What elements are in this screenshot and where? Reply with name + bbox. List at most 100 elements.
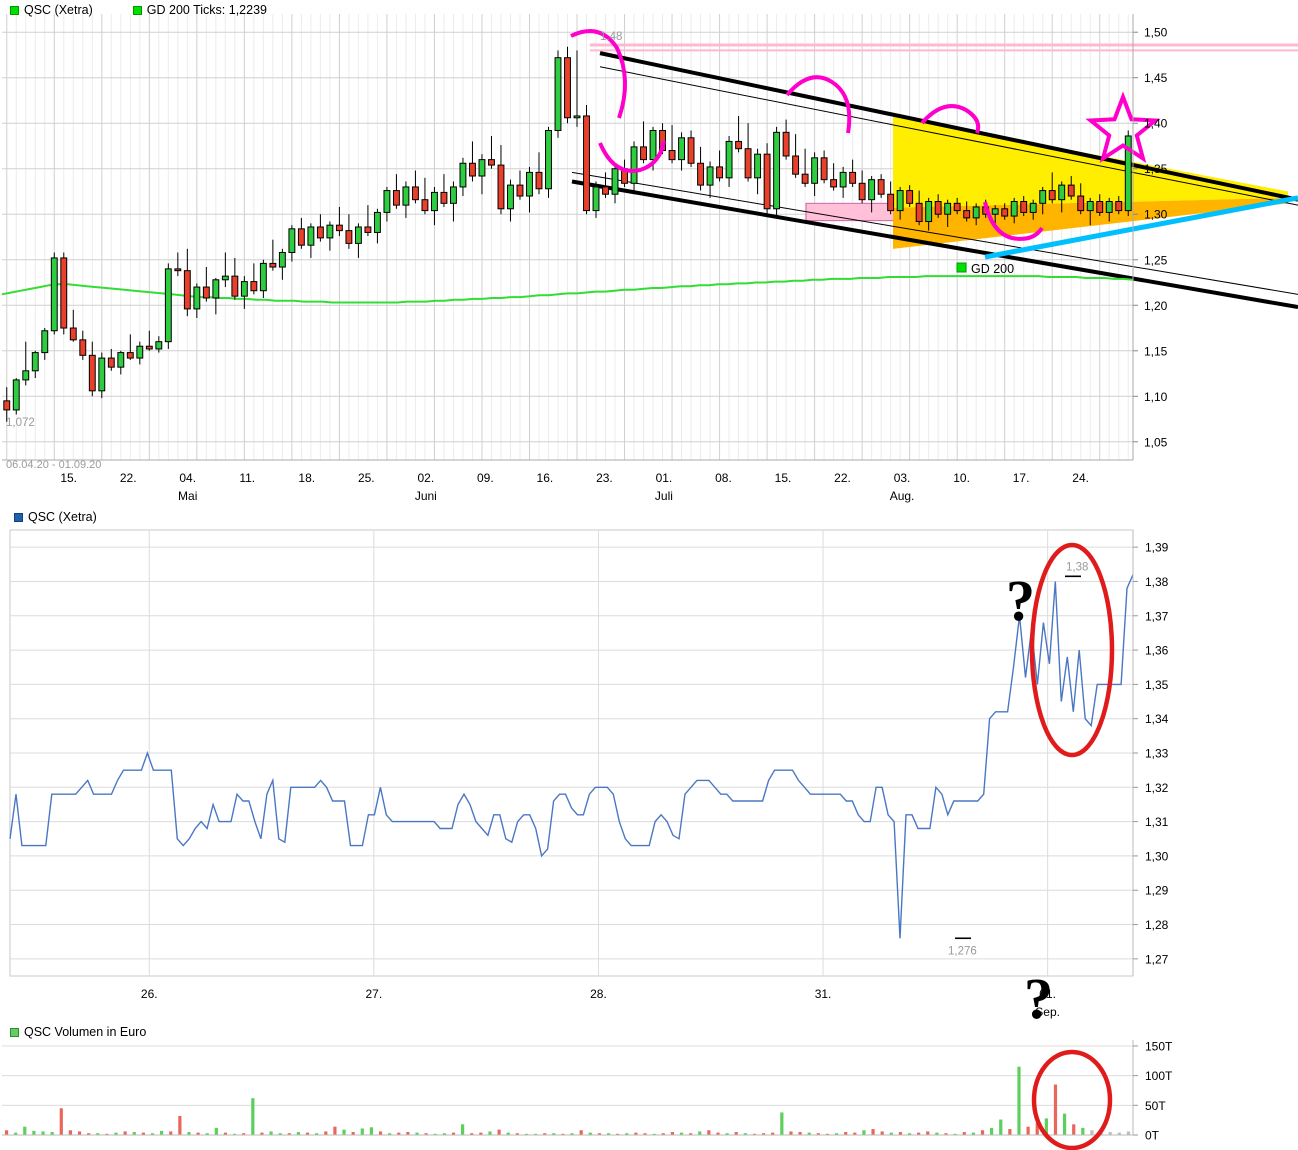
cyan-support-trendline [984,195,1298,260]
volume-bar [844,1132,848,1135]
volume-chart-legend: QSC Volumen in Euro [10,1025,146,1039]
intraday-plot-area[interactable]: ? 1,38 1,276 1,27 1,28 1,29 1,30 1,31 1,32 1,33 1,… [0,508,1298,1031]
volume-bar [324,1131,328,1135]
volume-bar [506,1132,510,1135]
volume-y-tick: 150T [1145,1039,1173,1053]
intraday-x-tick: 31. [815,987,832,1001]
intraday-low-marker: 1,276 [948,937,977,957]
legend-item-gd200[interactable]: GD 200 Ticks: 1,2239 [132,3,267,17]
intraday-y-tick: 1,31 [1145,815,1169,829]
daily-x-tick: 16. [537,471,554,485]
daily-x-tick: 02. [417,471,434,485]
intraday-y-tick: 1,36 [1145,644,1169,658]
volume-bar [798,1132,802,1135]
svg-text:GD 200: GD 200 [971,262,1014,276]
volume-bar [816,1133,820,1135]
daily-x-tick: 08. [715,471,732,485]
red-ellipse-highlight [1029,542,1115,758]
volume-bar [296,1132,301,1135]
volume-bar [406,1132,410,1135]
volume-plot-area[interactable]: 0T 50T 100T 150T [0,1022,1298,1150]
intraday-y-tick: 1,38 [1145,575,1169,589]
volume-bar [451,1132,456,1135]
volume-bar [834,1133,839,1135]
daily-y-tick: 1,45 [1144,71,1168,85]
volume-bar [169,1131,173,1135]
volume-bar [141,1132,145,1135]
volume-bar-series [4,1066,1131,1135]
volume-bar [360,1128,364,1135]
volume-bar [479,1132,483,1135]
volume-bar [762,1133,766,1135]
daily-chart-legend: QSC (Xetra) GD 200 Ticks: 1,2239 [10,3,267,17]
volume-bar [114,1132,118,1135]
legend-item-qsc[interactable]: QSC (Xetra) [10,3,93,17]
volume-bar [178,1116,182,1135]
green-square-marker-icon [10,5,19,15]
svg-text:1,276: 1,276 [948,945,977,957]
daily-plot-area[interactable]: 1,48 1,072 06.04.20 - 01.09.20 GD 200 1,05 1,… [0,0,1298,505]
volume-bar [1081,1127,1085,1135]
volume-bar [187,1132,191,1135]
intraday-y-tick: 1,39 [1145,541,1169,555]
volume-bar [14,1132,18,1135]
volume-bar [1035,1123,1039,1135]
volume-bar [725,1133,729,1135]
volume-bar [1044,1118,1048,1135]
volume-bar [1008,1129,1012,1135]
volume-bar [825,1133,830,1135]
volume-bar [552,1133,556,1135]
volume-bar [214,1127,218,1135]
volume-bar [497,1129,501,1135]
daily-chart-panel: QSC (Xetra) GD 200 Ticks: 1,2239 1,48 1,0… [0,0,1298,505]
volume-bar [351,1132,355,1135]
volume-bar [488,1131,492,1135]
volume-bar [1117,1132,1121,1135]
daily-x-tick: 24. [1072,471,1089,485]
daily-x-tick: 25. [358,471,375,485]
daily-y-tick: 1,50 [1144,26,1168,40]
daily-y-tick: 1,35 [1144,162,1168,176]
legend-label-qsc-intraday: QSC (Xetra) [28,510,97,524]
candlestick-series [3,46,1132,422]
volume-bar [999,1119,1003,1135]
volume-bar [160,1130,164,1135]
volume-bar [698,1131,702,1135]
volume-bar [689,1133,693,1135]
volume-bar [652,1133,656,1135]
volume-bar [342,1129,346,1135]
daily-y-tick: 1,40 [1144,117,1168,131]
volume-bar [196,1132,200,1135]
intraday-high-marker: 1,38 [1065,561,1088,578]
intraday-y-tick: 1,37 [1145,609,1169,623]
volume-bar [917,1132,921,1135]
intraday-gridlines [10,530,1133,976]
volume-bar [388,1133,392,1135]
volume-bar [1090,1130,1094,1135]
volume-bar [515,1133,519,1135]
daily-x-tick: 17. [1013,471,1030,485]
legend-label-volume: QSC Volumen in Euro [24,1025,147,1039]
intraday-x-tick: 27. [366,987,383,1001]
volume-bar [634,1132,638,1135]
intraday-x-tick: 28. [590,987,607,1001]
daily-x-tick: 01. [656,471,673,485]
intraday-x-tick: 26. [141,987,158,1001]
daily-x-tick: 09. [477,471,494,485]
volume-bar [707,1130,711,1135]
intraday-price-line [9,574,1134,939]
volume-bar [4,1130,9,1135]
volume-bar [470,1133,474,1135]
svg-text:1,38: 1,38 [1066,561,1088,573]
volume-bar [853,1132,857,1135]
volume-bar [223,1132,228,1135]
volume-bar [716,1132,720,1135]
volume-bar [150,1133,155,1135]
daily-y-tick: 1,05 [1144,435,1168,449]
legend-item-qsc-intraday[interactable]: QSC (Xetra) [14,510,97,524]
volume-bar [23,1126,27,1135]
daily-x-tick-month: Aug. [890,489,915,503]
volume-bar [670,1132,674,1135]
volume-bar [87,1133,91,1135]
legend-item-volume[interactable]: QSC Volumen in Euro [10,1025,146,1039]
